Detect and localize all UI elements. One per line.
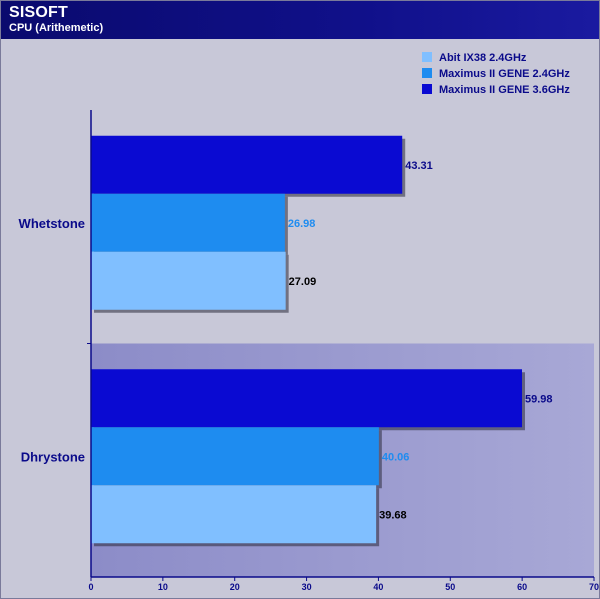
data-label: 26.98 bbox=[288, 218, 316, 230]
category-label: Dhrystone bbox=[21, 449, 85, 464]
data-label: 40.06 bbox=[382, 451, 410, 463]
bar-maximus-ii-gene-2-4ghz bbox=[91, 427, 379, 486]
bar-abit-ix38-2-4ghz bbox=[91, 485, 377, 544]
x-tick-label: 10 bbox=[158, 582, 168, 592]
data-label: 27.09 bbox=[289, 276, 317, 288]
legend-swatch bbox=[422, 84, 432, 94]
x-tick-label: 20 bbox=[230, 582, 240, 592]
data-label: 39.68 bbox=[379, 509, 407, 521]
x-tick-label: 50 bbox=[445, 582, 455, 592]
legend-swatch bbox=[422, 52, 432, 62]
x-tick-label: 0 bbox=[88, 582, 93, 592]
x-tick-label: 30 bbox=[302, 582, 312, 592]
data-label: 59.98 bbox=[525, 393, 553, 405]
chart-title: SISOFT bbox=[9, 4, 68, 21]
data-label: 43.31 bbox=[405, 160, 433, 172]
x-tick-label: 60 bbox=[517, 582, 527, 592]
chart-header: SISOFT CPU (Arithemetic) bbox=[1, 1, 599, 39]
legend-entry: Maximus II GENE 2.4GHz bbox=[439, 68, 570, 80]
legend-swatch bbox=[422, 68, 432, 78]
x-tick-label: 40 bbox=[373, 582, 383, 592]
bar-maximus-ii-gene-2-4ghz bbox=[91, 193, 285, 252]
category-label: Whetstone bbox=[19, 216, 85, 231]
chart-subtitle: CPU (Arithemetic) bbox=[9, 22, 104, 34]
x-tick-label: 70 bbox=[589, 582, 599, 592]
bar-abit-ix38-2-4ghz bbox=[91, 251, 286, 310]
legend-entry: Maximus II GENE 3.6GHz bbox=[439, 84, 570, 96]
legend-entry: Abit IX38 2.4GHz bbox=[439, 52, 527, 64]
bar-maximus-ii-gene-3-6ghz bbox=[91, 135, 403, 194]
bar-maximus-ii-gene-3-6ghz bbox=[91, 369, 522, 428]
